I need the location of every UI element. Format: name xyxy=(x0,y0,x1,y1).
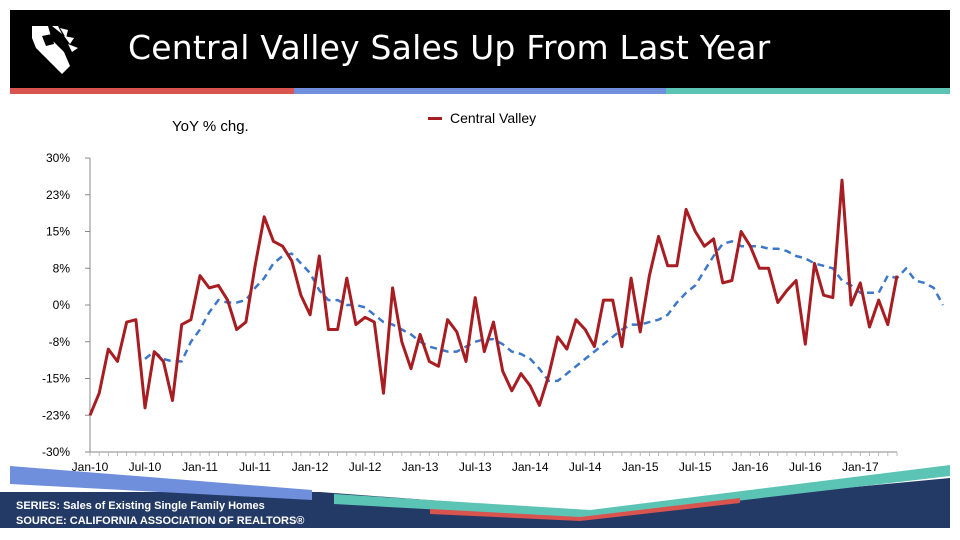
x-tick-label: Jul-15 xyxy=(679,460,712,474)
footer-band-red xyxy=(430,498,740,521)
y-tick-label: 23% xyxy=(46,188,70,202)
footer-source-text: SOURCE: CALIFORNIA ASSOCIATION OF REALTO… xyxy=(16,515,305,527)
accent-stripe-blue xyxy=(294,88,666,94)
california-realtors-logo-icon xyxy=(32,26,78,74)
y-tick-label: 30% xyxy=(46,151,70,165)
y-tick-label: 0% xyxy=(53,298,71,312)
x-tick-label: Jan-15 xyxy=(622,460,659,474)
legend-label-central-valley: Central Valley xyxy=(450,110,537,126)
y-tick-label: 8% xyxy=(53,261,71,275)
chart-legend: Central Valley xyxy=(428,110,536,126)
series-line-central-valley xyxy=(88,178,899,416)
x-tick-label: Jan-16 xyxy=(732,460,769,474)
x-tick-label: Jan-11 xyxy=(182,460,218,474)
footer-band-blue xyxy=(10,466,312,500)
accent-stripe-red xyxy=(10,88,294,94)
y-tick-label: 15% xyxy=(46,225,70,239)
y-axis-title: YoY % chg. xyxy=(172,118,249,135)
x-tick-label: Jul-10 xyxy=(129,460,162,474)
trend-line-dashed xyxy=(144,240,945,383)
footer-band-teal xyxy=(334,465,950,518)
footer-series-text: SERIES: Sales of Existing Single Family … xyxy=(16,500,265,512)
x-tick-label: Jan-17 xyxy=(842,460,879,474)
x-tick-label: Jul-11 xyxy=(239,460,271,474)
header-bar: Central Valley Sales Up From Last Year xyxy=(10,10,950,88)
legend-swatch-central-valley xyxy=(428,116,442,120)
x-tick-label: Jul-13 xyxy=(459,460,492,474)
y-tick-label: -8% xyxy=(49,335,71,349)
footer-band-navy xyxy=(0,478,950,528)
accent-stripe-teal xyxy=(666,88,950,94)
y-tick-label: -23% xyxy=(42,408,70,422)
x-tick-label: Jan-10 xyxy=(72,460,109,474)
x-tick-label: Jan-14 xyxy=(512,460,549,474)
x-tick-label: Jul-14 xyxy=(569,460,602,474)
y-tick-label: -15% xyxy=(42,372,70,386)
x-tick-label: Jul-16 xyxy=(789,460,822,474)
y-tick-label: -30% xyxy=(42,445,70,459)
x-tick-label: Jul-12 xyxy=(349,460,382,474)
page-title: Central Valley Sales Up From Last Year xyxy=(128,28,771,67)
x-tick-label: Jan-12 xyxy=(292,460,329,474)
x-tick-label: Jan-13 xyxy=(402,460,439,474)
